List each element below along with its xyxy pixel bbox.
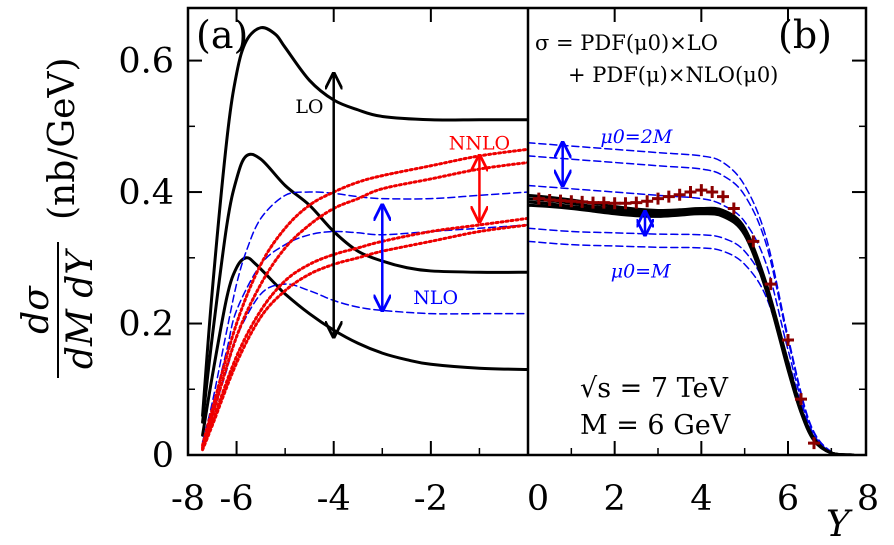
x-tick-label: -8 <box>171 479 205 519</box>
panel-label-a: (a) <box>196 13 248 57</box>
data-point-marker <box>673 188 686 201</box>
annotation-label: NNLO <box>449 132 510 154</box>
text-layer: (a) (b) σ = PDF(μ0)×LO + PDF(μ)×NLO(μ0) … <box>16 13 853 545</box>
y-tick-label: 0 <box>152 436 174 476</box>
data-point-marker <box>565 195 578 208</box>
series-line-a-2-solid-black <box>201 256 528 437</box>
mass-label: M = 6 GeV <box>580 410 731 441</box>
y-tick-label: 0.4 <box>118 173 174 213</box>
plot-panel-b: μ0=2M μ0=M <box>528 126 855 455</box>
series-line-b-8-solid-black <box>528 203 855 455</box>
x-tick-label: 6 <box>777 479 799 519</box>
y-tick-label: 0.2 <box>118 305 174 345</box>
data-point-marker <box>554 194 567 207</box>
annotation-label: NLO <box>413 287 458 309</box>
data-point-marker <box>747 235 760 248</box>
x-tick-label: -2 <box>414 479 448 519</box>
x-tick-label: 2 <box>604 479 626 519</box>
series-line-a-3-dashed-blue <box>201 191 528 443</box>
formula-line-2: + PDF(μ)×NLO(μ0) <box>568 63 778 87</box>
data-point-marker <box>652 192 664 205</box>
x-tick-label: -6 <box>220 479 254 519</box>
data-point-marker <box>764 278 777 291</box>
series-line-a-0-solid-black <box>201 26 528 418</box>
series-line-a-8-dotted-red <box>201 216 528 450</box>
data-point-marker <box>630 196 643 209</box>
data-point-marker <box>695 184 708 197</box>
data-point-marker <box>684 186 697 199</box>
data-point-marker <box>641 195 654 208</box>
y-tick-label: 0.6 <box>118 42 174 82</box>
data-point-marker <box>795 393 807 406</box>
data-point-marker <box>808 437 820 450</box>
y-axis-label: dσ dM dY (nb/GeV) <box>16 57 101 378</box>
data-point-marker <box>587 196 599 209</box>
data-point-marker <box>576 195 589 208</box>
series-line-a-4-dashed-blue <box>201 224 528 446</box>
data-point-marker <box>532 192 545 205</box>
data-point-marker <box>543 193 556 206</box>
data-point-marker <box>717 190 729 203</box>
data-point-marker <box>662 190 675 203</box>
x-tick-label: 4 <box>690 479 712 519</box>
formula-line-1: σ = PDF(μ0)×LO <box>535 31 718 55</box>
y-axis-label-numerator: dσ <box>16 285 57 334</box>
data-point-marker <box>608 197 621 210</box>
data-point-marker <box>619 197 632 210</box>
series-line-b-1-dashed-blue <box>528 155 854 455</box>
data-point-marker <box>597 196 610 209</box>
series-group-a <box>201 26 528 452</box>
y-axis-label-denominator: dM dY <box>60 248 101 369</box>
plot-frames: 0 0.2 0.4 0.6 -8 -6 -4 -2 0 2 4 6 8 <box>118 6 879 519</box>
energy-label: √s = 7 TeV <box>580 373 729 404</box>
plot-panel-a: LO NLO NNLO <box>201 26 528 452</box>
data-point-marker <box>782 333 794 346</box>
annotation-label: LO <box>295 96 323 118</box>
x-axis-label: Y <box>826 504 853 545</box>
x-tick-label: 8 <box>857 479 879 519</box>
annotation-label: μ0=M <box>611 261 671 283</box>
data-point-marker <box>706 186 719 199</box>
series-line-b-2-dashed-blue <box>528 184 854 455</box>
series-line-a-6-dotted-red <box>201 147 528 447</box>
series-line-a-7-dotted-red <box>201 160 528 449</box>
series-line-a-5-dashed-blue <box>201 283 528 450</box>
data-point-marker <box>727 202 740 215</box>
y-axis-label-units: (nb/GeV) <box>42 57 83 220</box>
series-line-a-9-dotted-red <box>201 223 528 452</box>
x-tick-label: -4 <box>317 479 351 519</box>
series-line-a-1-solid-black <box>201 152 528 424</box>
annotation-label: μ0=2M <box>600 126 672 148</box>
panel-label-b: (b) <box>778 13 832 57</box>
x-tick-label: 0 <box>527 479 549 519</box>
